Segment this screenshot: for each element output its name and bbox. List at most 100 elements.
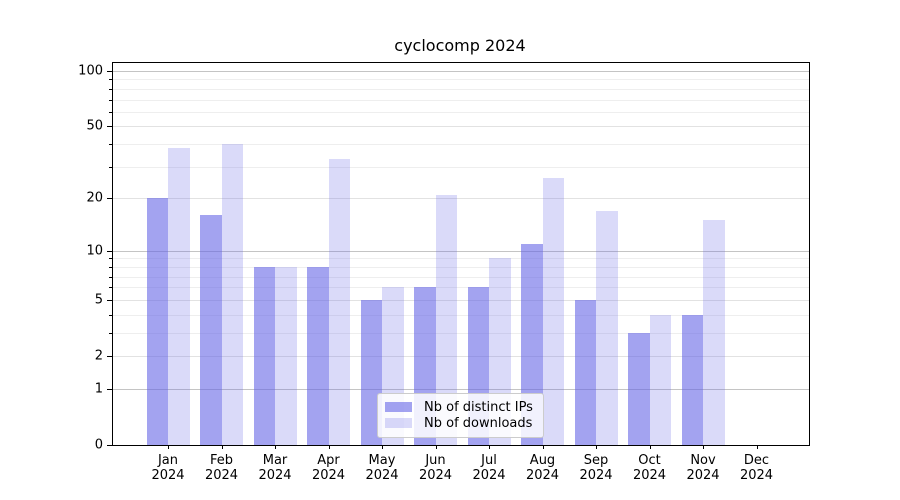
gridline-minor-6 xyxy=(113,287,809,289)
y-minortick-90 xyxy=(109,79,112,81)
gridline-minor-80 xyxy=(113,88,809,90)
y-tick-label-20: 20 xyxy=(86,190,103,206)
x-tick-aug xyxy=(542,445,544,449)
gridline-10 xyxy=(113,250,809,252)
x-label-month: Jun xyxy=(425,453,446,468)
gridline-minor-60 xyxy=(113,111,809,113)
x-label-month: Jan xyxy=(157,453,179,468)
bar-distinct-ips-feb xyxy=(200,215,222,445)
bar-distinct-ips-may xyxy=(360,299,382,445)
gridline-50 xyxy=(113,126,809,128)
gridline-minor-4 xyxy=(113,314,809,316)
x-tick-jun xyxy=(435,445,437,449)
gridline-minor-30 xyxy=(113,166,809,168)
x-tick-jul xyxy=(489,445,490,449)
gridline-5 xyxy=(113,299,809,301)
y-minortick-40 xyxy=(109,144,112,146)
x-label-year: 2024 xyxy=(472,468,506,483)
bar-downloads-feb xyxy=(221,144,243,445)
y-minortick-8 xyxy=(109,266,112,268)
gridline-20 xyxy=(113,198,809,200)
x-tick-label-feb: Feb 2024 xyxy=(187,453,257,483)
x-tick-label-dec: Dec 2024 xyxy=(722,453,792,483)
x-label-year: 2024 xyxy=(204,468,239,483)
x-label-year: 2024 xyxy=(151,468,185,483)
y-minortick-80 xyxy=(109,88,112,90)
x-tick-oct xyxy=(649,445,651,449)
x-tick-label-jan: Jan 2024 xyxy=(133,453,203,483)
y-tick-label-0: 0 xyxy=(94,437,103,453)
bar-distinct-ips-jan xyxy=(146,198,168,445)
gridline-minor-8 xyxy=(113,266,809,268)
gridline-minor-3 xyxy=(113,332,809,334)
x-tick-dec xyxy=(756,445,758,449)
x-tick-sep xyxy=(596,445,597,449)
gridline-minor-70 xyxy=(113,99,809,101)
y-tick-10 xyxy=(107,250,112,252)
x-tick-label-sep: Sep 2024 xyxy=(561,453,631,483)
x-label-year: 2024 xyxy=(525,468,560,483)
gridline-minor-90 xyxy=(113,79,809,81)
bar-distinct-ips-sep xyxy=(574,299,596,445)
gridline-minor-7 xyxy=(113,276,809,278)
bar-downloads-oct xyxy=(649,314,671,445)
x-label-month: May xyxy=(368,453,396,468)
y-tick-100 xyxy=(107,71,112,72)
legend-label-distinct-ips: Nb of distinct IPs xyxy=(424,399,533,415)
bar-downloads-aug xyxy=(542,177,564,445)
x-tick-mar xyxy=(275,445,276,449)
x-tick-label-aug: Aug 2024 xyxy=(508,453,578,483)
bar-downloads-jan xyxy=(168,148,190,445)
chart-title: cyclocomp 2024 xyxy=(394,36,526,55)
x-tick-label-mar: Mar 2024 xyxy=(240,453,310,483)
x-tick-label-nov: Nov 2024 xyxy=(668,453,738,483)
gridline-100 xyxy=(113,71,809,72)
x-tick-apr xyxy=(328,445,330,449)
x-label-month: Oct xyxy=(638,453,661,468)
y-minortick-6 xyxy=(109,287,112,289)
legend: Nb of distinct IPs Nb of downloads xyxy=(377,393,544,438)
x-tick-label-apr: Apr 2024 xyxy=(294,453,364,483)
x-tick-label-jun: Jun 2024 xyxy=(401,453,471,483)
x-label-year: 2024 xyxy=(579,468,613,483)
x-label-month: Nov xyxy=(690,453,716,468)
gridline-2 xyxy=(113,356,809,357)
x-label-month: Mar xyxy=(262,453,288,468)
y-minortick-30 xyxy=(109,166,112,168)
x-tick-nov xyxy=(703,445,704,449)
y-tick-label-1: 1 xyxy=(94,381,103,397)
x-label-year: 2024 xyxy=(686,468,720,483)
x-tick-label-may: May 2024 xyxy=(347,453,417,483)
bar-downloads-sep xyxy=(596,210,618,445)
y-tick-label-50: 50 xyxy=(86,118,103,134)
x-tick-feb xyxy=(221,445,223,449)
y-tick-20 xyxy=(107,198,112,200)
y-tick-5 xyxy=(107,299,112,301)
x-label-month: Apr xyxy=(317,453,340,468)
y-minortick-4 xyxy=(109,314,112,316)
legend-swatch-distinct-ips xyxy=(385,402,412,412)
y-tick-label-10: 10 xyxy=(86,243,103,259)
x-label-month: Jul xyxy=(481,453,497,468)
bar-distinct-ips-apr xyxy=(307,266,329,445)
x-tick-jan xyxy=(168,445,169,449)
plot-area: 0 1 2 5 10 20 50 100 Jan 2024 Feb 2024 Mar 2024 Apr 202… xyxy=(78,62,810,483)
x-label-month: Dec xyxy=(743,453,770,468)
legend-item-distinct-ips: Nb of distinct IPs xyxy=(385,399,533,415)
y-minortick-70 xyxy=(109,99,112,101)
x-label-month: Sep xyxy=(583,453,609,468)
x-label-month: Aug xyxy=(529,453,556,468)
bar-downloads-apr xyxy=(328,159,350,445)
bar-distinct-ips-nov xyxy=(681,314,703,445)
y-tick-label-5: 5 xyxy=(94,292,103,308)
y-tick-1 xyxy=(107,388,112,390)
bar-downloads-jun xyxy=(435,194,457,445)
x-label-year: 2024 xyxy=(365,468,399,483)
bar-downloads-mar xyxy=(275,266,297,445)
bar-downloads-nov xyxy=(703,220,725,445)
y-tick-label-2: 2 xyxy=(94,348,103,364)
x-label-year: 2024 xyxy=(632,468,667,483)
bar-distinct-ips-oct xyxy=(628,332,650,445)
y-tick-2 xyxy=(107,356,112,357)
